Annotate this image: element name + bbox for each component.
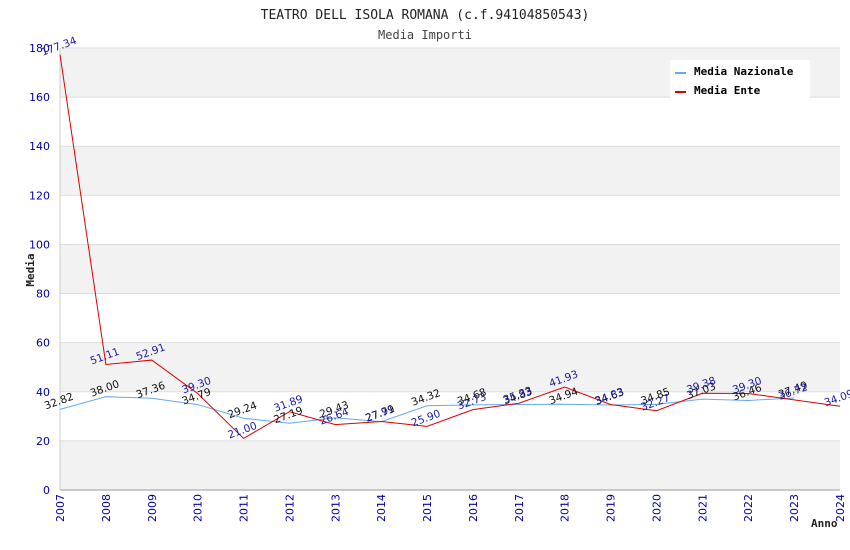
x-tick-2022: 2022 <box>742 494 755 522</box>
band-80 <box>60 244 840 294</box>
band-120 <box>60 146 840 196</box>
x-tick-labels: 2007 2008 2009 2010 2011 2012 2013 2014 2015 2016… <box>54 494 847 522</box>
x-tick-2009: 2009 <box>146 494 159 522</box>
x-tick-2015: 2015 <box>421 494 434 522</box>
y-tick-0: 0 <box>43 484 50 497</box>
x-tick-2018: 2018 <box>559 494 572 522</box>
band-0 <box>60 440 840 490</box>
x-tick-2011: 2011 <box>238 494 251 522</box>
band-20 <box>60 391 840 441</box>
x-tick-2016: 2016 <box>467 494 480 522</box>
y-tick-40: 40 <box>36 386 50 399</box>
y-tick-180: 180 <box>29 42 50 55</box>
y-axis-label: Media <box>24 253 37 286</box>
x-tick-2012: 2012 <box>283 494 296 522</box>
band-140 <box>60 97 840 147</box>
x-tick-2007: 2007 <box>54 494 67 522</box>
x-tick-2010: 2010 <box>192 494 205 522</box>
x-tick-2014: 2014 <box>375 494 388 522</box>
y-tick-120: 120 <box>29 189 50 202</box>
y-tick-140: 140 <box>29 140 50 153</box>
series-line-0 <box>59 396 795 424</box>
x-tick-2021: 2021 <box>696 494 709 522</box>
legend-label-media-ente: Media Ente <box>694 84 761 97</box>
series-lines <box>59 54 841 440</box>
y-tick-100: 100 <box>29 238 50 251</box>
chart-title: TEATRO DELL ISOLA ROMANA (c.f.9410485054… <box>261 8 590 23</box>
chart-subtitle: Media Importi <box>378 28 472 42</box>
x-axis-label: Anno <box>811 517 838 530</box>
legend-label-media-nazionale: Media Nazionale <box>694 65 794 78</box>
x-tick-2023: 2023 <box>788 494 801 522</box>
legend: Media Nazionale Media Ente <box>670 60 810 102</box>
legend-box <box>670 60 810 102</box>
y-tick-160: 160 <box>29 91 50 104</box>
band-40 <box>60 342 840 392</box>
x-tick-2024: 2024 <box>834 494 847 522</box>
x-tick-2017: 2017 <box>513 494 526 522</box>
band-100 <box>60 195 840 245</box>
y-tick-80: 80 <box>36 288 50 301</box>
x-tick-2019: 2019 <box>605 494 618 522</box>
background-bands <box>60 48 840 490</box>
series-line-1 <box>59 54 841 440</box>
band-60 <box>60 293 840 343</box>
x-tick-2020: 2020 <box>650 494 663 522</box>
y-tick-60: 60 <box>36 337 50 350</box>
x-tick-2013: 2013 <box>329 494 342 522</box>
x-tick-2008: 2008 <box>100 494 113 522</box>
y-tick-labels: 0 20 40 60 80 100 120 140 160 180 <box>29 42 50 497</box>
y-tick-20: 20 <box>36 435 50 448</box>
gridlines <box>60 47 840 491</box>
